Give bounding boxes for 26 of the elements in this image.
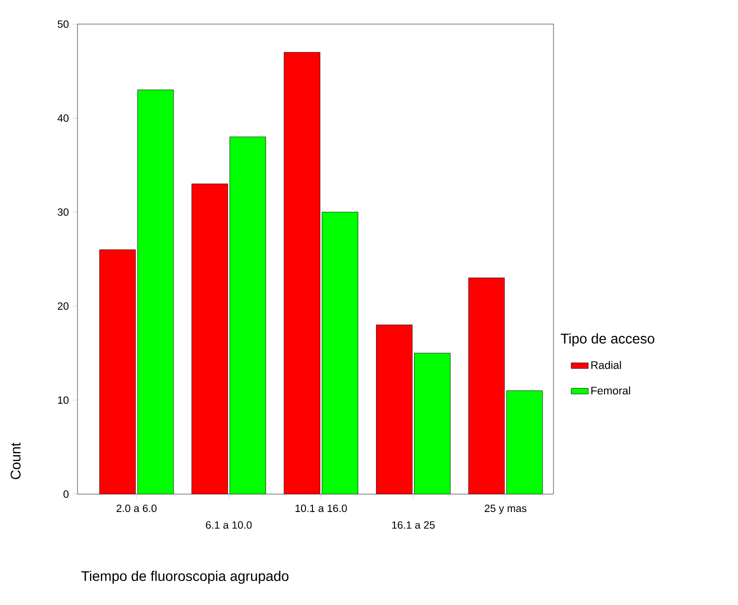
x-tick-label: 25 y mas [484, 504, 526, 514]
bar [230, 136, 266, 494]
y-tick-label: 50 [58, 20, 69, 28]
legend-title: Tipo de acceso [560, 333, 654, 346]
bar [468, 278, 505, 494]
y-axis-title: Count [10, 442, 21, 480]
x-tick-label: 10.1 a 16.0 [296, 504, 347, 512]
legend-label: Radial [591, 360, 621, 370]
bar [322, 212, 358, 494]
y-tick-label: 0 [64, 490, 69, 498]
bar [100, 250, 136, 494]
x-tick-label: 2.0 a 6.0 [116, 504, 157, 512]
y-tick-label: 40 [58, 114, 69, 122]
bar [376, 324, 412, 494]
bar [506, 390, 543, 494]
x-tick-label: 6.1 a 10.0 [206, 521, 252, 529]
bar [414, 353, 450, 494]
bar [192, 184, 228, 494]
bar [138, 90, 174, 494]
legend-label: Femoral [591, 386, 630, 394]
x-axis-title: Tiempo de fluoroscopia agrupado [81, 570, 288, 584]
bar [284, 52, 320, 494]
y-tick-label: 10 [58, 396, 69, 404]
y-tick-label: 30 [58, 208, 69, 216]
y-tick-label: 20 [58, 302, 69, 310]
x-tick-label: 16.1 a 25 [392, 521, 435, 529]
